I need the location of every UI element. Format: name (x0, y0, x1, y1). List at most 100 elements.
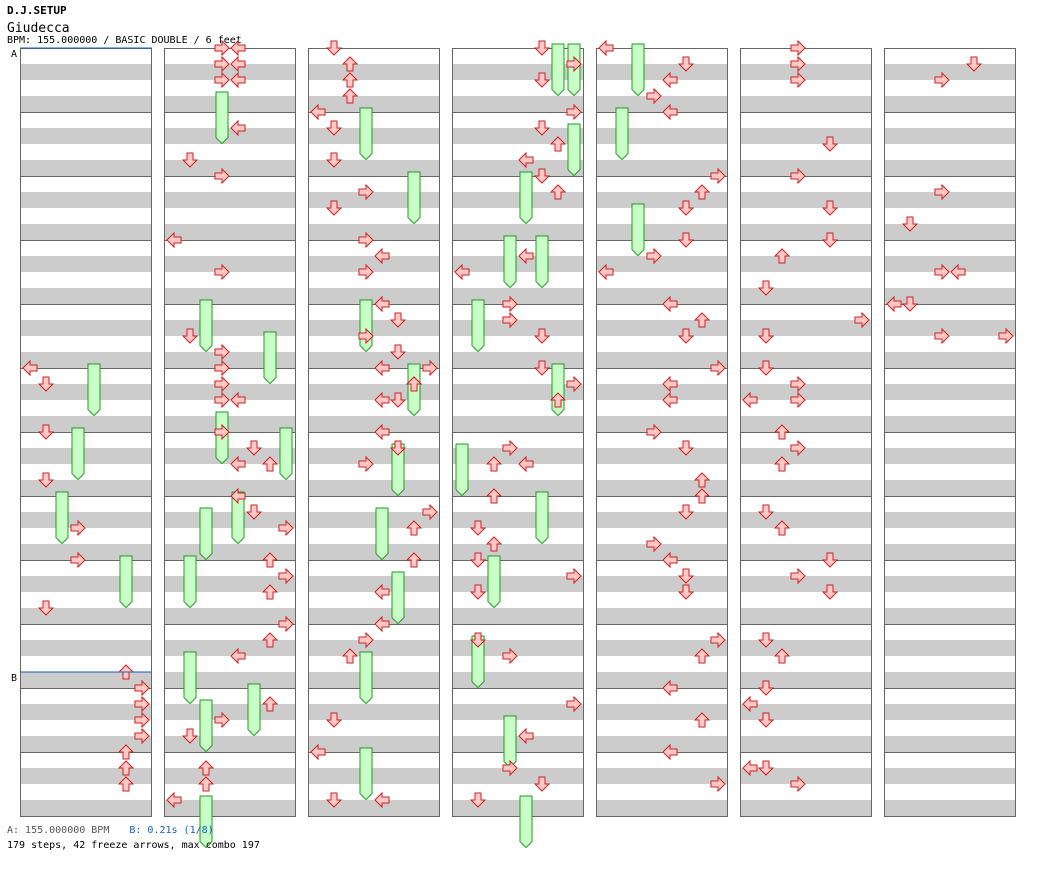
step-arrow (566, 567, 582, 585)
step-arrow (422, 503, 438, 521)
step-arrow (693, 648, 711, 664)
step-arrow (693, 712, 711, 728)
beat-stripe (164, 544, 296, 560)
step-arrow (134, 711, 150, 729)
step-arrow (230, 119, 246, 137)
beat-stripe (740, 736, 872, 752)
step-arrow (742, 695, 758, 713)
beat-stripe (596, 576, 728, 592)
beat-stripe (164, 640, 296, 656)
beat-stripe (308, 608, 440, 624)
freeze-arrow (519, 795, 533, 849)
step-arrow (566, 375, 582, 393)
freeze-arrow (551, 363, 565, 417)
beat-stripe (452, 288, 584, 304)
chart-column (740, 48, 872, 817)
step-arrow (117, 744, 135, 760)
beat-stripe (308, 320, 440, 336)
beat-stripe (884, 288, 1016, 304)
step-arrow (469, 632, 487, 648)
step-arrow (230, 71, 246, 89)
beat-stripe (884, 800, 1016, 816)
beat-stripe (164, 288, 296, 304)
beat-stripe (452, 480, 584, 496)
beat-stripe (20, 800, 152, 816)
beat-stripe (596, 256, 728, 272)
beat-stripe (164, 480, 296, 496)
beat-stripe (20, 192, 152, 208)
step-arrow (134, 679, 150, 697)
step-arrow (790, 55, 806, 73)
step-arrow (533, 40, 551, 56)
beat-stripe (740, 544, 872, 560)
step-arrow (549, 136, 567, 152)
beat-stripe (164, 128, 296, 144)
step-arrow (533, 776, 551, 792)
beat-stripe (740, 512, 872, 528)
step-arrow (677, 200, 695, 216)
beat-stripe (164, 704, 296, 720)
marker-label: B (11, 673, 17, 684)
step-arrow (677, 584, 695, 600)
step-arrow (261, 632, 279, 648)
step-arrow (166, 791, 182, 809)
beat-stripe (452, 256, 584, 272)
beat-stripe (308, 192, 440, 208)
step-arrow (341, 56, 359, 72)
beat-stripe (740, 480, 872, 496)
chart-title: D.J.SETUP (7, 4, 67, 17)
step-arrow (693, 184, 711, 200)
step-arrow (310, 743, 326, 761)
beat-stripe (740, 352, 872, 368)
beat-stripe (308, 384, 440, 400)
step-arrow (325, 120, 343, 136)
beat-stripe (884, 192, 1016, 208)
beat-stripe (164, 96, 296, 112)
freeze-arrow (535, 491, 549, 545)
step-arrow (934, 183, 950, 201)
beat-stripe (308, 480, 440, 496)
step-arrow (214, 359, 230, 377)
beat-stripe (596, 768, 728, 784)
step-arrow (469, 552, 487, 568)
beat-stripe (596, 416, 728, 432)
freeze-arrow (535, 235, 549, 289)
beat-stripe (596, 448, 728, 464)
freeze-arrow (391, 443, 405, 497)
beat-stripe (596, 480, 728, 496)
beat-stripe (164, 160, 296, 176)
beat-stripe (20, 128, 152, 144)
step-arrow (374, 423, 390, 441)
chart-column (308, 48, 440, 817)
beat-stripe (452, 448, 584, 464)
beat-stripe (740, 224, 872, 240)
step-arrow (757, 328, 775, 344)
step-arrow (214, 167, 230, 185)
beat-stripe (164, 352, 296, 368)
chart-column (596, 48, 728, 817)
beat-stripe (884, 704, 1016, 720)
beat-stripe (164, 256, 296, 272)
step-arrow (773, 520, 791, 536)
b-note: B: 0.21s (1/8) (129, 825, 214, 836)
beat-stripe (452, 800, 584, 816)
step-arrow (693, 472, 711, 488)
beat-stripe (884, 352, 1016, 368)
step-arrow (677, 56, 695, 72)
step-arrow (742, 759, 758, 777)
step-arrow (710, 167, 726, 185)
freeze-arrow (359, 747, 373, 801)
beat-stripe (164, 224, 296, 240)
beat-stripe (884, 320, 1016, 336)
beat-stripe (740, 64, 872, 80)
step-arrow (325, 40, 343, 56)
beat-stripe (452, 640, 584, 656)
beat-stripe (740, 288, 872, 304)
step-arrow (502, 759, 518, 777)
step-arrow (374, 583, 390, 601)
beat-stripe (596, 352, 728, 368)
step-arrow (598, 39, 614, 57)
beat-stripe (452, 384, 584, 400)
beat-stripe (308, 640, 440, 656)
freeze-arrow (631, 43, 645, 97)
